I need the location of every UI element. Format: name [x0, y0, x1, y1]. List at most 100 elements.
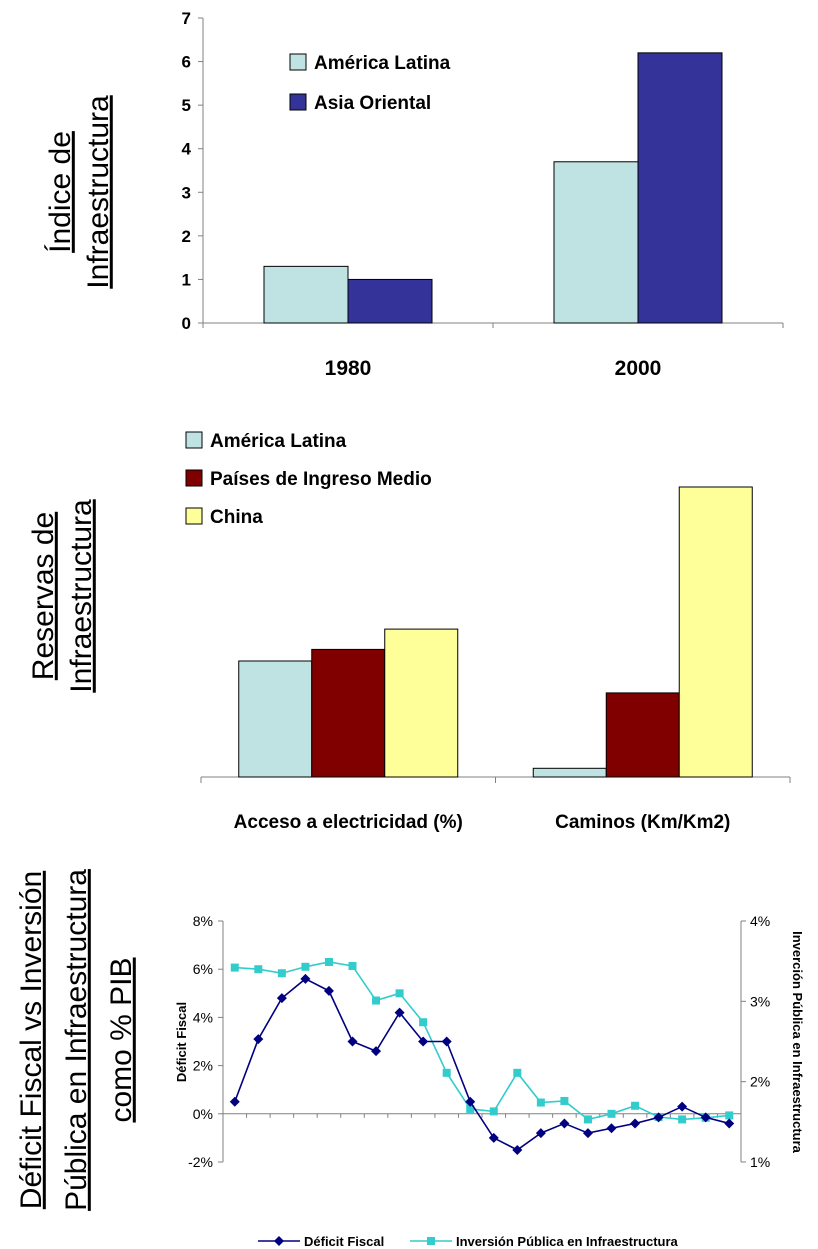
chart-1-bar-asia-oriental-1980	[347, 278, 433, 324]
chart-1-legend-label: Asia Oriental	[314, 93, 431, 114]
chart-3-point-inversion	[560, 1096, 569, 1105]
chart-3-point-deficit	[559, 1118, 570, 1129]
chart-3-point-deficit	[418, 1036, 429, 1047]
chart-3-left-axis-title: Déficit Fiscal	[174, 1002, 189, 1082]
chart-3-right-tick-label: 2%	[750, 1074, 770, 1090]
chart-1: 0 1 2 3 4 5 6 7 1980 2000 América Latina Asia Orien…	[182, 9, 784, 380]
chart-3-point-inversion	[678, 1115, 687, 1124]
chart-3-point-deficit	[347, 1036, 358, 1047]
chart-1-y-tick-label: 3	[182, 183, 191, 202]
chart-2-y-title-line: Infraestructura	[65, 499, 98, 693]
chart-1-y-title: Índice de Infraestructura	[44, 95, 115, 289]
chart-3-point-inversion	[489, 1107, 498, 1116]
chart-3-right-tick-label: 3%	[750, 993, 770, 1009]
chart-3-left-axis-title-text: Déficit Fiscal	[174, 1002, 189, 1082]
chart-2-legend-label: China	[210, 507, 263, 528]
chart-3-point-deficit	[630, 1118, 641, 1129]
chart-3-y-title-line: Pública en Infraestructura	[60, 869, 93, 1211]
chart-3-point-deficit	[229, 1096, 240, 1107]
chart-3-point-inversion	[230, 963, 239, 972]
chart-3-point-deficit	[582, 1128, 593, 1139]
chart-2-bar-america-latina-0	[238, 660, 313, 778]
chart-3-point-deficit	[488, 1132, 499, 1143]
chart-3-point-inversion	[372, 996, 381, 1005]
chart-3-y-title-line: Déficit Fiscal vs Inversión	[15, 871, 48, 1209]
chart-3-left-tick-label: 2%	[193, 1058, 213, 1074]
chart-3: 8% 6% 4% 2% 0% -2% 4% 3% 2% 1% Déficit Fiscal Inver…	[174, 913, 805, 1249]
chart-3-point-deficit	[724, 1118, 735, 1129]
chart-3-point-deficit	[512, 1144, 523, 1155]
chart-1-y-tick-label: 2	[182, 227, 191, 246]
chart-3-point-inversion	[254, 965, 263, 974]
chart-3-legend-inversion-marker	[427, 1237, 435, 1245]
chart-3-left-tick-label: 6%	[193, 961, 213, 977]
chart-3-series-deficit-line	[234, 977, 730, 1151]
chart-3-point-inversion	[466, 1104, 475, 1113]
chart-3-point-inversion	[513, 1068, 522, 1077]
chart-2-legend-label: Países de Ingreso Medio	[210, 469, 432, 490]
chart-3-point-inversion	[395, 989, 404, 998]
chart-2-legend: América Latina Países de Ingreso Medio Chi…	[185, 431, 432, 528]
chart-1-legend: América Latina Asia Oriental	[289, 53, 451, 114]
chart-2-legend-swatch	[185, 469, 203, 487]
chart-3-right-tick-label: 1%	[750, 1154, 770, 1170]
chart-3-legend: Déficit Fiscal Inversión Pública en Infra…	[258, 1234, 679, 1249]
chart-3-left-tick-label: -2%	[188, 1154, 213, 1170]
chart-2-bar-america-latina-1	[532, 767, 607, 778]
chart-3-point-inversion	[607, 1109, 616, 1118]
chart-3-point-deficit	[253, 1034, 264, 1045]
chart-3-right-axis-title: Inverción Pública en Infraestructura	[790, 931, 805, 1154]
chart-2-legend-swatch	[185, 507, 203, 525]
chart-3-point-deficit	[535, 1128, 546, 1139]
chart-2-bar-paises-ingreso-medio-0	[311, 648, 386, 778]
chart-1-legend-label: América Latina	[314, 53, 451, 74]
chart-3-series-inversion-line	[234, 961, 730, 1121]
chart-2-legend-swatch	[185, 431, 203, 449]
chart-1-bar-america-latina-1980	[263, 265, 349, 324]
chart-3-point-deficit	[606, 1123, 617, 1134]
chart-3-point-deficit	[677, 1101, 688, 1112]
chart-3-point-deficit	[700, 1112, 711, 1123]
chart-3-y-title: Déficit Fiscal vs Inversión Pública en In…	[15, 869, 138, 1211]
chart-1-y-title-line: Índice de	[44, 131, 77, 253]
chart-1-category-label: 2000	[615, 357, 662, 380]
chart-1-bar-america-latina-2000	[553, 161, 639, 324]
chart-3-point-deficit	[300, 973, 311, 984]
chart-3-right-tick-label: 4%	[750, 913, 770, 929]
chart-1-y-tick-label: 4	[182, 140, 192, 159]
chart-1-y-title-line: Infraestructura	[82, 95, 115, 289]
chart-2-legend-label: América Latina	[210, 431, 347, 452]
chart-3-point-inversion	[277, 969, 286, 978]
chart-3-point-deficit	[276, 993, 287, 1004]
chart-1-bar-asia-oriental-2000	[637, 52, 723, 324]
chart-3-point-inversion	[631, 1101, 640, 1110]
chart-3-point-inversion	[301, 962, 310, 971]
chart-1-y-tick-label: 0	[182, 314, 191, 333]
chart-1-category-label: 1980	[325, 357, 372, 380]
chart-3-left-tick-label: 0%	[193, 1106, 213, 1122]
chart-3-left-tick-label: 4%	[193, 1009, 213, 1025]
chart-1-y-tick-label: 1	[182, 270, 191, 289]
chart-2-bar-paises-ingreso-medio-1	[605, 692, 680, 778]
chart-3-point-deficit	[323, 985, 334, 996]
chart-1-legend-swatch	[289, 53, 307, 71]
chart-3-y-title-line: como % PIB	[105, 957, 138, 1122]
chart-3-point-inversion	[536, 1098, 545, 1107]
chart-3-legend-deficit-marker	[274, 1236, 284, 1246]
chart-3-point-deficit	[465, 1096, 476, 1107]
chart-2-bar-china-1	[678, 486, 753, 778]
chart-3-legend-deficit-label: Déficit Fiscal	[304, 1234, 384, 1249]
chart-3-point-inversion	[442, 1068, 451, 1077]
chart-1-y-tick-label: 7	[182, 9, 191, 28]
chart-3-point-deficit	[441, 1036, 452, 1047]
chart-1-legend-swatch	[289, 93, 307, 111]
chart-3-legend-inversion-label: Inversión Pública en Infraestructura	[456, 1234, 679, 1249]
chart-3-point-inversion	[324, 957, 333, 966]
chart-2-y-title: Reservas de Infraestructura	[27, 499, 98, 693]
chart-3-point-deficit	[371, 1046, 382, 1057]
chart-3-right-axis-title-text: Inverción Pública en Infraestructura	[790, 931, 805, 1154]
chart-3-point-inversion	[348, 961, 357, 970]
chart-1-y-tick-label: 5	[182, 96, 191, 115]
chart-2-bar-china-0	[384, 628, 459, 778]
